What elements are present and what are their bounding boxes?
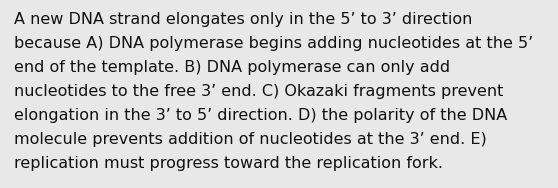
Text: nucleotides to the free 3’ end. C) Okazaki fragments prevent: nucleotides to the free 3’ end. C) Okaza… — [14, 84, 503, 99]
Text: because A) DNA polymerase begins adding nucleotides at the 5’: because A) DNA polymerase begins adding … — [14, 36, 533, 51]
Text: A new DNA strand elongates only in the 5’ to 3’ direction: A new DNA strand elongates only in the 5… — [14, 12, 473, 27]
Text: replication must progress toward the replication fork.: replication must progress toward the rep… — [14, 156, 443, 171]
Text: end of the template. B) DNA polymerase can only add: end of the template. B) DNA polymerase c… — [14, 60, 450, 75]
Text: elongation in the 3’ to 5’ direction. D) the polarity of the DNA: elongation in the 3’ to 5’ direction. D)… — [14, 108, 507, 123]
Text: molecule prevents addition of nucleotides at the 3’ end. E): molecule prevents addition of nucleotide… — [14, 132, 487, 147]
